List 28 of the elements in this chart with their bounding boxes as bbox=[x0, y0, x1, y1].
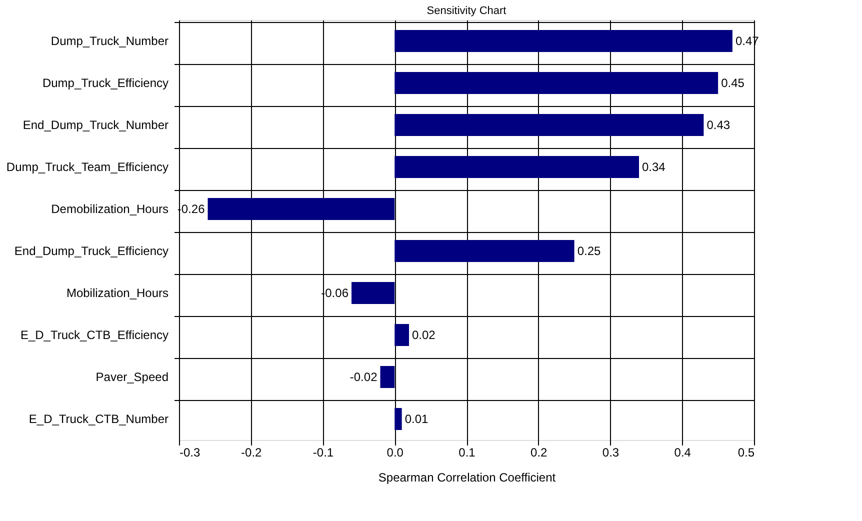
y-tick-label: Dump_Truck_Team_Efficiency bbox=[6, 160, 168, 174]
y-tick-label: E_D_Truck_CTB_Number bbox=[28, 412, 168, 426]
data-label: -0.02 bbox=[350, 370, 378, 384]
data-label: 0.02 bbox=[412, 328, 436, 342]
chart-title: Sensitivity Chart bbox=[426, 5, 506, 17]
y-tick-label: E_D_Truck_CTB_Efficiency bbox=[20, 328, 168, 342]
x-tick-label: 0.5 bbox=[738, 446, 755, 460]
y-tick-label: Mobilization_Hours bbox=[66, 286, 168, 300]
x-tick-label: -0.2 bbox=[241, 446, 262, 460]
x-tick-label: 0.4 bbox=[674, 446, 692, 460]
x-tick-label: 0.0 bbox=[386, 446, 404, 460]
y-tick-label: Dump_Truck_Number bbox=[50, 34, 168, 48]
y-tick-label: Paver_Speed bbox=[96, 370, 168, 384]
x-tick-label: 0.3 bbox=[602, 446, 620, 460]
y-tick-label: End_Dump_Truck_Efficiency bbox=[14, 244, 168, 258]
x-tick-label: -0.1 bbox=[312, 446, 334, 460]
data-label: 0.25 bbox=[577, 244, 601, 258]
x-tick-label: -0.3 bbox=[180, 446, 201, 460]
data-label: 0.45 bbox=[721, 76, 745, 90]
x-axis-title: Spearman Correlation Coefficient bbox=[378, 470, 556, 484]
data-label: 0.34 bbox=[642, 160, 666, 174]
x-tick-label: 0.2 bbox=[530, 446, 548, 460]
y-tick-label: End_Dump_Truck_Number bbox=[22, 118, 168, 132]
x-tick-label: 0.1 bbox=[458, 446, 476, 460]
data-label: 0.01 bbox=[404, 412, 428, 426]
data-label: 0.43 bbox=[706, 118, 730, 132]
y-tick-label: Demobilization_Hours bbox=[51, 202, 168, 216]
y-tick-label: Dump_Truck_Efficiency bbox=[42, 76, 168, 90]
